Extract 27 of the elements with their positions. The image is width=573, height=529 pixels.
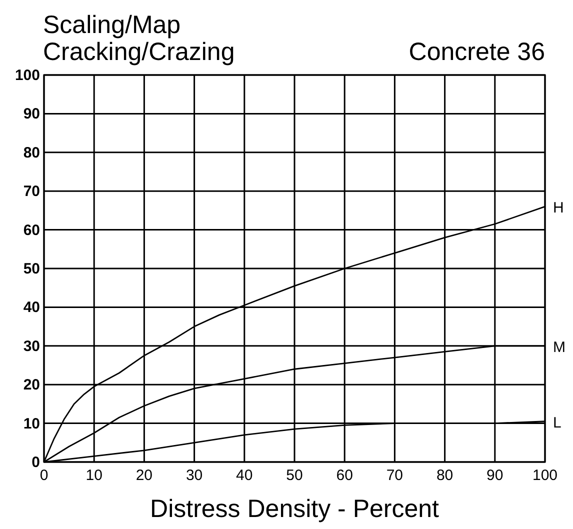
y-tick-label: 10 <box>23 415 40 432</box>
x-tick-label: 60 <box>336 467 353 484</box>
y-tick-label: 100 <box>14 67 40 84</box>
series-label: M <box>553 338 566 356</box>
x-tick-label: 90 <box>486 467 504 484</box>
y-tick-label: 70 <box>23 183 40 200</box>
series-label: L <box>553 414 562 432</box>
x-tick-label: 70 <box>386 467 404 484</box>
series-label: H <box>553 200 564 217</box>
y-tick-label: 80 <box>23 144 40 162</box>
x-tick-label: 100 <box>532 467 558 484</box>
chart-title: Scaling/Map Cracking/Crazing <box>43 11 235 66</box>
x-tick-label: 50 <box>286 467 303 484</box>
x-tick-label: 10 <box>86 467 102 484</box>
x-axis-title: Distress Density - Percent <box>150 495 440 523</box>
y-tick-label: 60 <box>23 222 40 239</box>
y-tick-label: 40 <box>23 299 40 316</box>
x-tick-label: 30 <box>186 467 203 484</box>
y-tick-label: 50 <box>23 260 40 278</box>
x-tick-label: 40 <box>236 467 253 484</box>
y-tick-label: 0 <box>32 454 40 471</box>
y-tick-label: 20 <box>23 376 40 394</box>
y-tick-label: 90 <box>23 106 40 123</box>
y-tick-label: 30 <box>23 338 40 355</box>
x-tick-label: 80 <box>436 467 454 484</box>
chart-subtitle: Concrete 36 <box>408 38 545 66</box>
x-tick-label: 20 <box>136 467 153 484</box>
